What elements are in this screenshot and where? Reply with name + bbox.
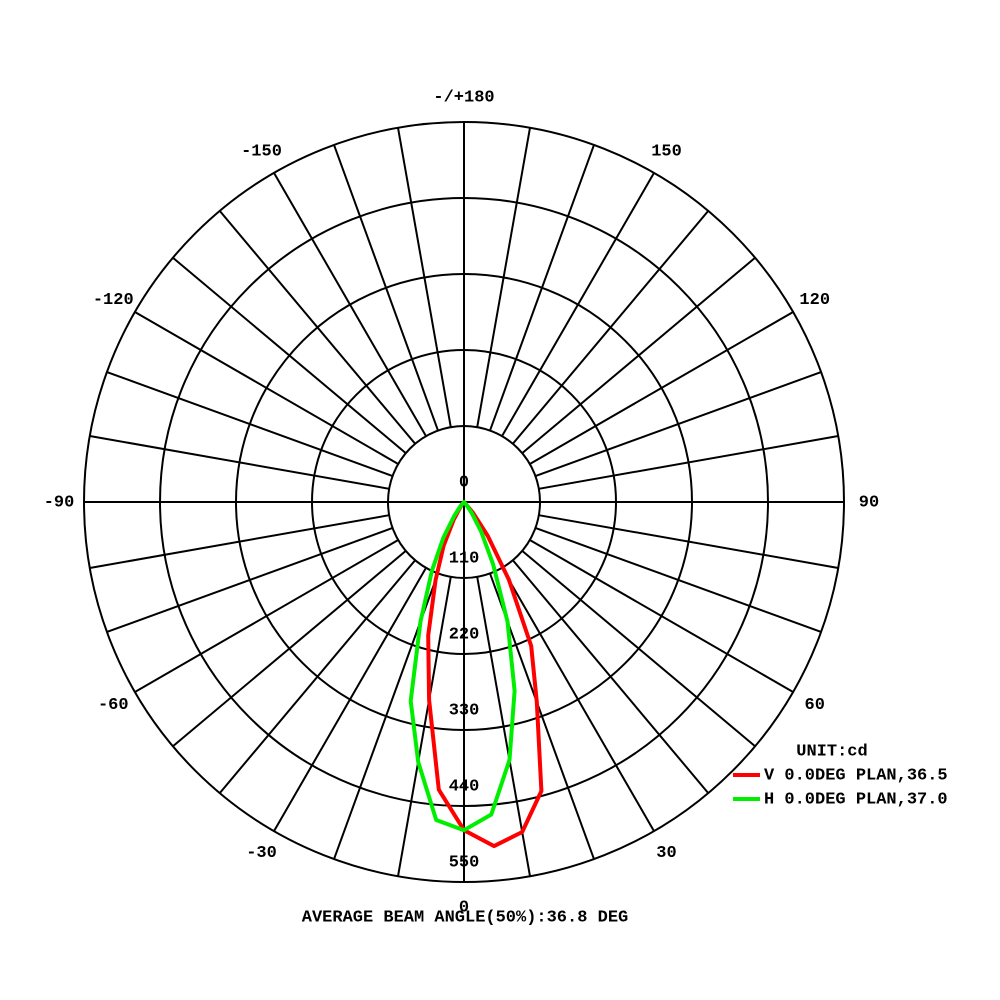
- r-tick-label: 220: [449, 625, 480, 644]
- series-line: [408, 500, 517, 833]
- theta-tick-label: -90: [44, 493, 75, 512]
- r-tick-label: 330: [449, 701, 480, 720]
- theta-tick-label: 150: [651, 143, 682, 162]
- theta-tick-label: -120: [93, 291, 134, 310]
- theta-tick-label: -/+180: [433, 88, 494, 107]
- r-tick-label: 0: [459, 473, 469, 492]
- theta-tick-label: 90: [859, 493, 879, 512]
- ring: [311, 349, 617, 655]
- theta-tick-label: -60: [98, 696, 129, 715]
- theta-tick-label: 60: [805, 696, 825, 715]
- ring: [83, 121, 845, 883]
- r-tick-label: 110: [449, 549, 480, 568]
- chart-title: AVERAGE BEAM ANGLE(50%):36.8 DEG: [302, 908, 628, 927]
- ring: [159, 197, 769, 807]
- r-tick-label: 440: [449, 777, 480, 796]
- theta-tick-label: -150: [241, 143, 282, 162]
- r-tick-label: 550: [449, 853, 480, 872]
- theta-tick-label: -30: [246, 844, 277, 863]
- ring: [387, 425, 541, 579]
- legend-label: V 0.0DEG PLAN,36.5: [764, 766, 948, 785]
- unit-label: UNIT:cd: [796, 742, 867, 761]
- theta-tick-label: 30: [656, 844, 676, 863]
- legend-label: H 0.0DEG PLAN,37.0: [764, 790, 948, 809]
- theta-tick-label: 120: [799, 291, 830, 310]
- theta-tick-label: 0: [459, 898, 469, 917]
- ring: [235, 273, 693, 731]
